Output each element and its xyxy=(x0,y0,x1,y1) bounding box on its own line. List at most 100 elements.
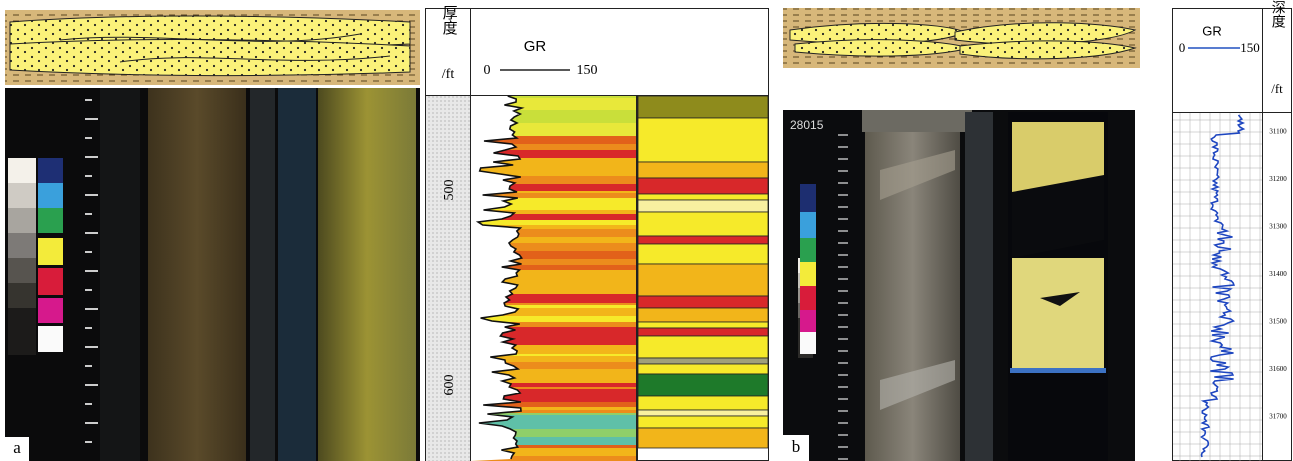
log-band xyxy=(471,110,636,117)
log-band xyxy=(471,251,636,259)
log-band xyxy=(471,101,636,105)
litho-block xyxy=(637,295,769,309)
log-band xyxy=(471,397,636,399)
litho-block xyxy=(637,327,769,337)
depth-header: 厚度 xyxy=(441,5,458,35)
log-band xyxy=(471,322,636,327)
litho-block xyxy=(637,235,769,245)
log-band xyxy=(471,423,636,429)
log-band xyxy=(471,354,636,356)
log-band xyxy=(471,402,636,407)
log-band xyxy=(471,345,636,352)
depth-tick-label: 31200 xyxy=(1269,175,1287,183)
log-band xyxy=(471,352,636,354)
log-band xyxy=(471,214,636,220)
log-band xyxy=(471,387,636,389)
depth-tick-label: 500 xyxy=(442,180,457,201)
core-photo-b: 28015 b xyxy=(783,110,1135,461)
log-band xyxy=(471,210,636,214)
log-band xyxy=(471,184,636,191)
log-band xyxy=(471,294,636,301)
log-band xyxy=(471,233,636,237)
gr-curve xyxy=(1200,114,1246,458)
log-band xyxy=(471,362,636,369)
log-band xyxy=(471,129,636,136)
gr-max: 150 xyxy=(1240,40,1260,55)
log-band xyxy=(471,98,636,101)
panel-label: b xyxy=(792,437,801,456)
log-band xyxy=(471,176,636,184)
litho-block xyxy=(637,199,769,213)
depth-tick-label: 31400 xyxy=(1269,270,1287,278)
log-band xyxy=(471,356,636,362)
log-band xyxy=(471,389,636,391)
depth-tick-label: 600 xyxy=(442,375,457,396)
log-band xyxy=(471,229,636,233)
log-band xyxy=(471,413,636,415)
litho-block xyxy=(637,335,769,359)
log-band xyxy=(471,448,636,456)
depth-header: 深度 xyxy=(1270,0,1286,28)
log-band xyxy=(471,123,636,129)
log-band xyxy=(471,202,636,210)
log-band xyxy=(471,259,636,265)
log-band xyxy=(471,144,636,150)
log-band xyxy=(471,459,636,461)
log-a: 厚度 /ft GR 0 150 500 600 xyxy=(425,5,769,461)
depth-unit: /ft xyxy=(442,67,455,82)
log-band xyxy=(471,96,636,98)
litho-block xyxy=(637,307,769,323)
color-chart xyxy=(798,184,816,358)
litho-block xyxy=(637,95,769,119)
log-band xyxy=(471,383,636,387)
depth-tick-label: 31500 xyxy=(1269,318,1287,326)
depth-tick-label: 31600 xyxy=(1269,365,1287,373)
sketch-a xyxy=(5,10,420,85)
log-band xyxy=(471,265,636,270)
gr-label: GR xyxy=(1202,23,1222,38)
log-band xyxy=(471,429,636,437)
litho-block xyxy=(637,395,769,411)
log-band xyxy=(471,136,636,144)
litho-block xyxy=(637,211,769,237)
litho-block xyxy=(637,161,769,179)
depth-tick-label: 31700 xyxy=(1269,413,1287,421)
gr-label: GR xyxy=(524,38,547,55)
log-band xyxy=(471,375,636,383)
sketch-b xyxy=(783,8,1140,68)
log-band xyxy=(471,191,636,193)
litho-block xyxy=(637,373,769,397)
panel-label: a xyxy=(13,438,21,457)
litho-block xyxy=(637,409,769,417)
log-band xyxy=(471,391,636,397)
litho-block xyxy=(637,243,769,265)
log-band xyxy=(471,162,636,169)
log-band xyxy=(471,198,636,202)
log-band xyxy=(471,316,636,322)
depth-unit: /ft xyxy=(1271,81,1283,96)
log-band xyxy=(471,220,636,225)
litho-block xyxy=(637,363,769,375)
log-band xyxy=(471,169,636,172)
log-band xyxy=(471,193,636,198)
log-band xyxy=(471,421,636,423)
litho-block xyxy=(637,177,769,195)
log-band xyxy=(471,270,636,278)
log-band xyxy=(471,399,636,402)
log-band xyxy=(471,410,636,413)
log-band xyxy=(471,456,636,459)
log-band xyxy=(471,150,636,158)
log-band xyxy=(471,337,636,345)
gr-curve xyxy=(475,95,525,460)
log-band xyxy=(471,237,636,243)
gr-min: 0 xyxy=(1179,40,1186,55)
log-band xyxy=(471,303,636,305)
log-band xyxy=(471,329,636,337)
log-band xyxy=(471,172,636,176)
litho-block xyxy=(637,193,769,201)
core-id: 28015 xyxy=(790,118,824,132)
log-band xyxy=(471,308,636,316)
core-photo-a: a xyxy=(5,88,420,461)
